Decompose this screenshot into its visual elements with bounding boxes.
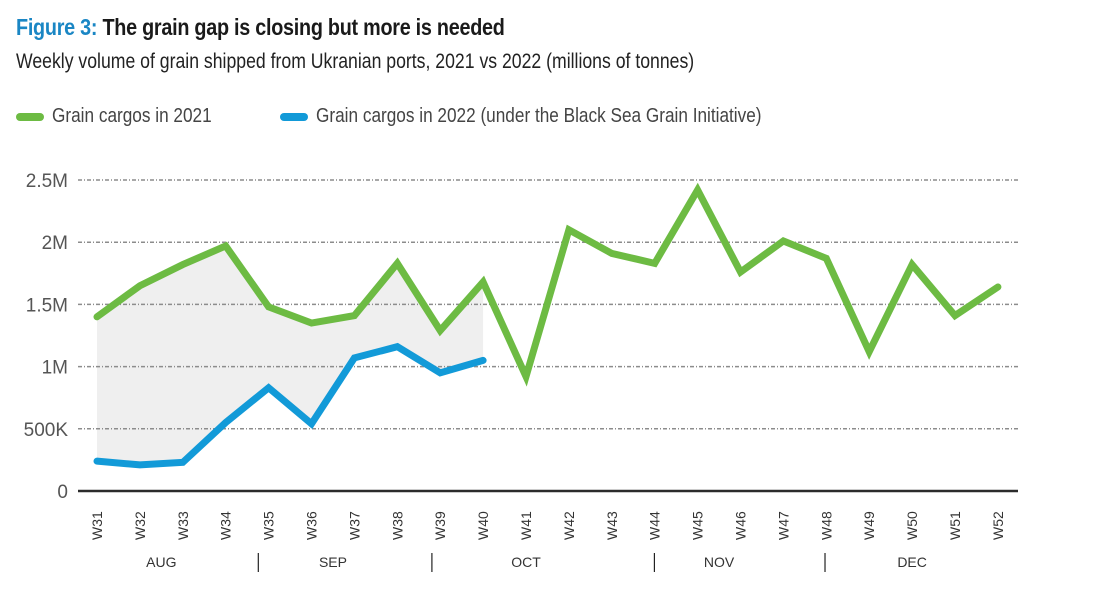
legend-item-2022: Grain cargos in 2022 (under the Black Se… [280, 105, 834, 128]
x-tick-label: W49 [861, 511, 877, 540]
chart-subtitle: Weekly volume of grain shipped from Ukra… [16, 50, 695, 73]
legend-item-2021: Grain cargos in 2021 [16, 105, 238, 128]
y-tick-label: 1.5M [26, 295, 68, 316]
legend-swatch-2022 [280, 112, 308, 121]
x-tick-label: W46 [733, 511, 749, 540]
title-text: The grain gap is closing but more is nee… [97, 14, 505, 40]
x-tick-label: W43 [604, 511, 620, 540]
x-tick-label: W45 [690, 511, 706, 540]
y-tick-label: 500K [24, 420, 69, 441]
x-tick-label: W42 [561, 511, 577, 540]
month-label: SEP [319, 554, 347, 570]
legend-label-2021: Grain cargos in 2021 [52, 105, 212, 127]
month-label: NOV [704, 554, 735, 570]
x-tick-label: W48 [818, 511, 834, 540]
y-tick-label: 1M [42, 358, 68, 379]
x-tick-label: W35 [261, 511, 277, 540]
x-tick-label: W51 [947, 511, 963, 540]
x-tick-label: W41 [518, 511, 534, 540]
x-tick-label: W32 [132, 511, 148, 540]
x-tick-label: W47 [775, 511, 791, 540]
month-label: OCT [511, 554, 541, 570]
legend-swatch-2021 [16, 112, 44, 121]
series-line-2022 [93, 342, 487, 469]
month-label: DEC [897, 554, 927, 570]
x-tick-label: W36 [304, 511, 320, 540]
x-tick-label: W50 [904, 511, 920, 540]
x-tick-label: W40 [475, 511, 491, 540]
gap-area [97, 245, 484, 465]
y-tick-label: 2.5M [26, 171, 68, 192]
figure-label: Figure 3: [16, 14, 98, 40]
x-tick-label: W44 [647, 511, 663, 540]
x-tick-label: W37 [346, 511, 362, 540]
x-tick-label: W31 [89, 511, 105, 540]
y-tick-label: 2M [42, 233, 68, 254]
legend-label-2022: Grain cargos in 2022 (under the Black Se… [316, 105, 762, 127]
x-tick-label: W33 [175, 511, 191, 540]
series-line-2021 [93, 182, 1002, 387]
x-tick-label: W52 [990, 511, 1006, 540]
month-label: AUG [146, 554, 176, 570]
x-tick-label: W39 [432, 511, 448, 540]
chart-title: Figure 3: The grain gap is closing but m… [16, 14, 505, 41]
x-tick-label: W34 [218, 511, 234, 540]
y-tick-label: 0 [57, 482, 68, 503]
x-tick-label: W38 [389, 511, 405, 540]
